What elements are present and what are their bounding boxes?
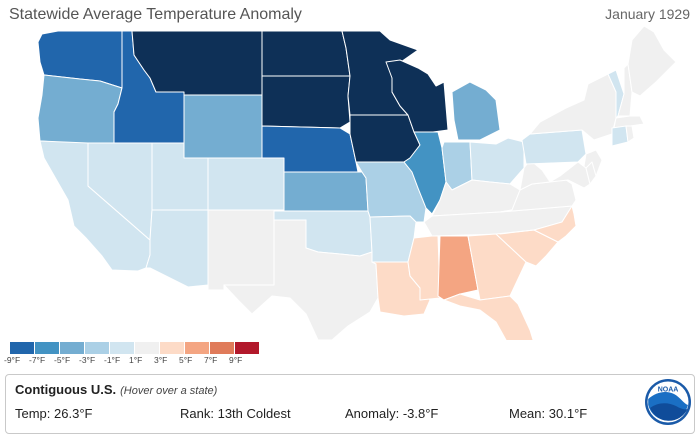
temp-label: Temp: — [15, 406, 51, 421]
legend-label-3: -3°F — [79, 355, 96, 365]
state-oh[interactable] — [469, 137, 525, 185]
legend-label-9: 9°F — [229, 355, 243, 365]
info-region-title: Contiguous U.S. (Hover over a state) — [15, 382, 217, 397]
color-legend: -9°F -7°F -5°F -3°F -1°F 1°F 3°F 5°F 7°F 9°F — [4, 342, 260, 367]
state-sd[interactable] — [261, 75, 351, 129]
anomaly-stat: Anomaly: -3.8°F — [345, 406, 438, 421]
info-region-name: Contiguous U.S. — [15, 382, 117, 397]
state-mi[interactable] — [451, 81, 501, 141]
legend-label-2: -5°F — [54, 355, 71, 365]
state-ar[interactable] — [369, 215, 417, 263]
anomaly-value: -3.8°F — [402, 406, 439, 421]
state-nc[interactable] — [499, 205, 577, 243]
state-nd[interactable] — [261, 30, 351, 77]
mean-value: 30.1°F — [548, 406, 588, 421]
state-ri[interactable] — [625, 125, 635, 143]
state-co[interactable] — [207, 157, 285, 211]
state-az[interactable] — [145, 209, 209, 288]
info-hover-hint: (Hover over a state) — [120, 385, 218, 397]
legend-swatch-2 — [60, 342, 85, 354]
state-ny[interactable] — [529, 73, 617, 141]
legend-swatch-9 — [235, 342, 260, 354]
legend-swatch-6 — [160, 342, 185, 354]
legend-swatch-7 — [185, 342, 210, 354]
legend-label-8: 7°F — [204, 355, 218, 365]
rank-value: 13th Coldest — [217, 406, 291, 421]
us-temperature-map — [37, 25, 677, 340]
state-wy[interactable] — [183, 94, 263, 159]
legend-swatch-5 — [135, 342, 160, 354]
legend-label-1: -7°F — [29, 355, 46, 365]
state-or[interactable] — [37, 74, 123, 144]
state-ct[interactable] — [611, 125, 629, 147]
legend-label-7: 5°F — [179, 355, 193, 365]
mean-stat: Mean: 30.1°F — [509, 406, 587, 421]
state-ks[interactable] — [283, 171, 369, 212]
state-ia[interactable] — [349, 114, 421, 163]
legend-color-scale — [10, 342, 260, 354]
state-pa[interactable] — [521, 129, 587, 165]
state-ms[interactable] — [407, 235, 441, 301]
mean-label: Mean: — [509, 406, 546, 421]
map-title: Statewide Average Temperature Anomaly — [9, 6, 302, 23]
noaa-logo-text: NOAA — [658, 387, 679, 394]
state-de[interactable] — [585, 161, 597, 185]
legend-label-5: 1°F — [129, 355, 143, 365]
temp-stat: Temp: 26.3°F — [15, 406, 92, 421]
rank-stat: Rank: 13th Coldest — [180, 406, 291, 421]
state-tx[interactable] — [223, 219, 379, 340]
legend-swatch-3 — [85, 342, 110, 354]
legend-swatch-8 — [210, 342, 235, 354]
rank-label: Rank: — [180, 406, 214, 421]
legend-label-6: 3°F — [154, 355, 168, 365]
legend-label-0: -9°F — [4, 355, 21, 365]
noaa-logo-icon[interactable]: NOAA — [644, 378, 692, 426]
state-wv[interactable] — [519, 159, 551, 191]
state-me[interactable] — [627, 25, 677, 97]
legend-swatch-1 — [35, 342, 60, 354]
info-panel: Contiguous U.S. (Hover over a state) Temp… — [5, 374, 695, 434]
temp-value: 26.3°F — [54, 406, 93, 421]
legend-label-4: -1°F — [104, 355, 121, 365]
map-date: January 1929 — [605, 6, 690, 22]
legend-swatch-4 — [110, 342, 135, 354]
state-fl[interactable] — [443, 293, 538, 340]
legend-labels: -9°F -7°F -5°F -3°F -1°F 1°F 3°F 5°F 7°F 9°F — [4, 355, 250, 367]
anomaly-label: Anomaly: — [345, 406, 400, 421]
state-nm[interactable] — [207, 209, 275, 291]
legend-swatch-0 — [10, 342, 35, 354]
